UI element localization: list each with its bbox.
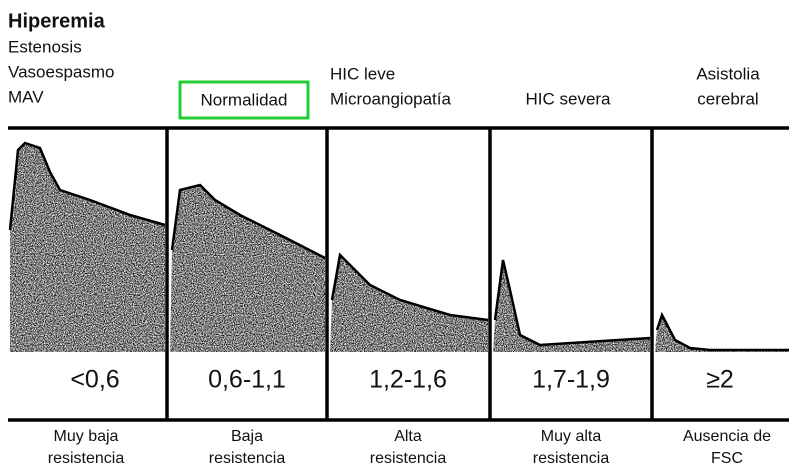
bottom-label: FSC — [711, 450, 743, 467]
index-value: 0,6-1,1 — [208, 366, 286, 394]
bottom-label: Baja — [231, 428, 263, 445]
waveform-edge — [495, 260, 650, 345]
top-labels: Hiperemia Estenosis Vasoespasmo MAV Norm… — [8, 10, 760, 118]
waveform — [170, 185, 325, 352]
top-label: cerebral — [697, 89, 758, 108]
bottom-label: resistencia — [533, 450, 610, 467]
top-label: Estenosis — [8, 37, 82, 56]
index-value: <0,6 — [70, 366, 119, 394]
top-label: HIC severa — [525, 89, 611, 108]
waveform — [655, 315, 789, 352]
bottom-label: Ausencia de — [683, 428, 771, 445]
top-label: Asistolia — [696, 64, 760, 83]
bottom-labels: Muy baja resistencia Baja resistencia Al… — [48, 428, 771, 467]
bottom-label: resistencia — [370, 450, 447, 467]
top-label: Microangiopatía — [330, 89, 452, 108]
top-label: HIC leve — [330, 64, 395, 83]
waveform — [493, 260, 650, 352]
top-title: Hiperemia — [8, 10, 106, 32]
diagram: Hiperemia Estenosis Vasoespasmo MAV Norm… — [0, 0, 791, 467]
top-label: MAV — [8, 87, 44, 106]
index-value: 1,2-1,6 — [369, 366, 447, 394]
bottom-label: Alta — [394, 428, 422, 445]
bottom-label: Muy alta — [541, 428, 602, 445]
bottom-label: resistencia — [209, 450, 286, 467]
bottom-label: Muy baja — [54, 428, 119, 445]
index-value: ≥2 — [706, 366, 734, 394]
bottom-label: resistencia — [48, 450, 125, 467]
top-label: Normalidad — [201, 90, 288, 109]
indices: <0,6 0,6-1,1 1,2-1,6 1,7-1,9 ≥2 — [70, 366, 733, 394]
top-label: Vasoespasmo — [8, 62, 114, 81]
waveform — [10, 143, 165, 352]
waveforms — [10, 143, 789, 352]
index-value: 1,7-1,9 — [532, 366, 610, 394]
